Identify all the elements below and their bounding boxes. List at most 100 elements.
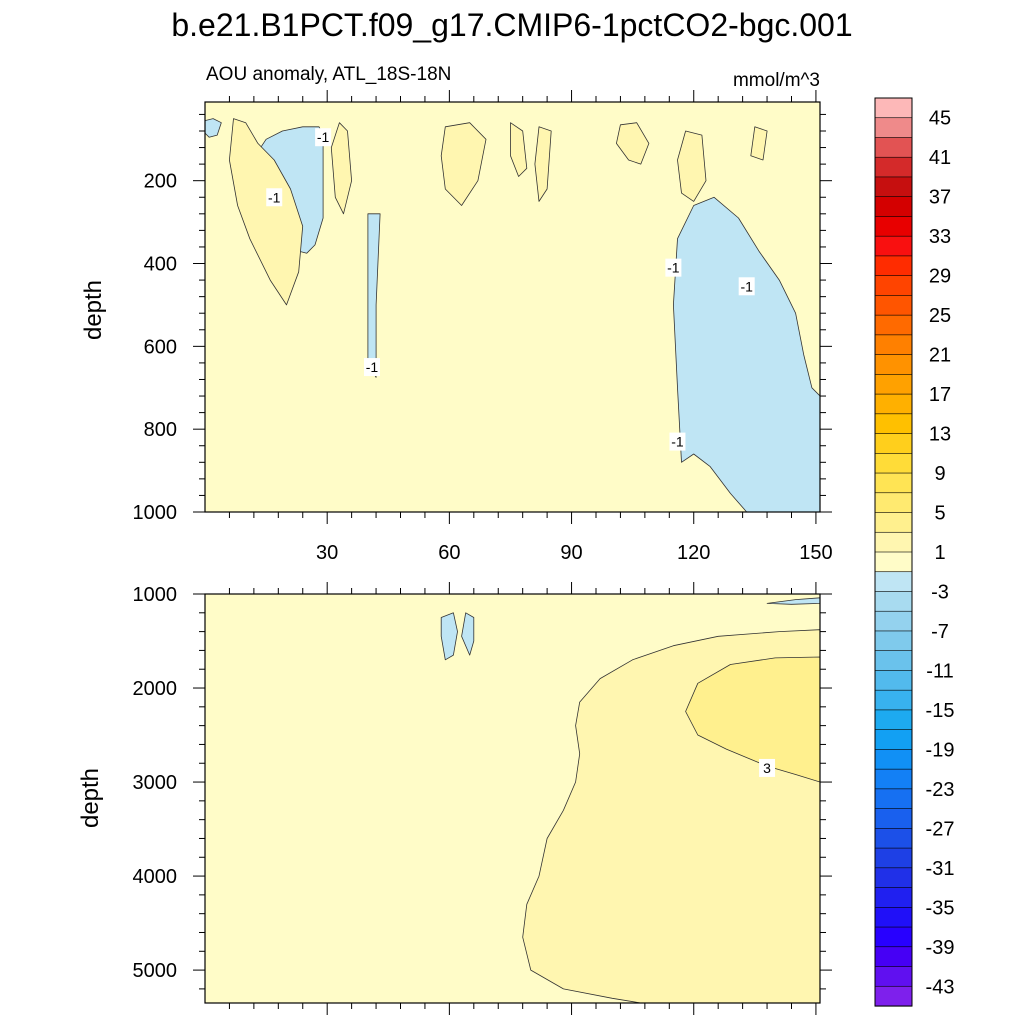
colorbar-swatch (874, 117, 913, 139)
colorbar-swatch (874, 808, 913, 829)
colorbar-label: -39 (926, 937, 955, 959)
colorbar-label: -31 (926, 858, 955, 880)
colorbar-swatch (874, 907, 913, 928)
contour-label-3: -1 (667, 260, 680, 276)
y-tick-label: 200 (144, 171, 177, 193)
y-tick-label: 400 (144, 254, 177, 276)
colorbar-swatch (874, 749, 913, 770)
colorbar-label: -11 (926, 660, 953, 682)
contour-label-bg (665, 258, 682, 277)
lower-panel: depth 3 1000 2000 3000 4000 5000 (77, 582, 832, 1015)
colorbar: 45 41 37 33 29 25 21 17 13 9 5 1 -3 -7 -11 -15 -19 -23 -27… (874, 97, 955, 1007)
y-tick-label: 5000 (133, 960, 178, 982)
colorbar-label: 37 (929, 187, 951, 209)
contour-region-2 (673, 196, 820, 512)
y-tick-label: 3000 (133, 772, 178, 794)
contour-label-4: -1 (740, 278, 753, 294)
colorbar-swatch (874, 334, 913, 356)
colorbar-label: -15 (926, 700, 955, 722)
y-tick-label: 600 (144, 336, 177, 358)
colorbar-label: 17 (929, 384, 951, 406)
upper-ylabel: depth (80, 280, 107, 340)
colorbar-label: -3 (931, 581, 949, 603)
colorbar-label: 29 (929, 266, 951, 288)
colorbar-label: -27 (926, 818, 955, 840)
colorbar-swatch (874, 551, 913, 573)
colorbar-swatch (874, 137, 913, 158)
colorbar-swatch (874, 472, 913, 494)
contour-region-3 (461, 612, 475, 656)
colorbar-swatch (874, 729, 913, 750)
colorbar-swatch (874, 393, 913, 415)
colorbar-swatch (874, 413, 913, 435)
x-tick-label: 60 (438, 542, 460, 564)
colorbar-swatch (874, 196, 913, 218)
panel-frame (204, 101, 821, 513)
contour-label-bg (759, 758, 776, 777)
colorbar-label: -7 (931, 621, 949, 643)
y-tick-label: 800 (144, 419, 177, 441)
x-tick-label: 30 (316, 542, 338, 564)
contour-label-bg (738, 277, 755, 296)
y-tick-label: 1000 (133, 502, 178, 524)
colorbar-swatch (874, 531, 913, 553)
contour-label-5: -1 (671, 434, 684, 450)
colorbar-swatch (874, 275, 913, 296)
colorbar-swatch (874, 453, 913, 474)
contour-region-6 (440, 122, 487, 206)
contour-regions (205, 118, 820, 512)
panel-frame (204, 593, 821, 1004)
contour-region-1 (685, 656, 820, 783)
colorbar-swatch (874, 610, 913, 632)
colorbar-swatch (874, 985, 913, 1007)
colorbar-label: 1 (934, 542, 945, 564)
contour-label-bg (315, 128, 332, 147)
colorbar-label: -23 (926, 779, 955, 801)
colorbar-swatch (874, 788, 913, 810)
colorbar-swatch (874, 630, 913, 652)
x-tick-label: 120 (677, 542, 710, 564)
colorbar-swatch (874, 295, 913, 316)
colorbar-label: -19 (926, 739, 955, 761)
colorbar-label: 41 (929, 147, 951, 169)
contour-region-9 (616, 122, 650, 165)
contour-region-10 (677, 130, 707, 202)
colorbar-swatch (874, 512, 913, 533)
colorbar-label: 9 (934, 463, 945, 485)
y-tick-label: 1000 (133, 584, 178, 606)
y-tick-label: 4000 (133, 866, 178, 888)
colorbar-swatch (874, 768, 913, 790)
colorbar-label: -35 (926, 897, 955, 919)
lower-ylabel: depth (77, 768, 104, 828)
colorbar-swatch (874, 354, 913, 375)
contour-regions (440, 597, 820, 1003)
contour-region-3 (205, 118, 222, 138)
colorbar-swatch (874, 255, 913, 277)
contour-region-11 (750, 126, 768, 161)
figure-title: b.e21.B1PCT.f09_g17.CMIP6-1pctCO2-bgc.00… (171, 7, 852, 43)
colorbar-label: -43 (926, 976, 955, 998)
colorbar-swatch (874, 946, 913, 968)
y-tick-label: 2000 (133, 678, 178, 700)
colorbar-swatch (874, 591, 913, 612)
contour-label-2: -1 (366, 359, 379, 375)
colorbar-swatch (874, 966, 913, 987)
colorbar-swatch (874, 828, 913, 849)
contour-label-bg (669, 432, 686, 451)
x-tick-label: 90 (560, 542, 582, 564)
colorbar-swatch (874, 216, 913, 237)
colorbar-label: 5 (934, 503, 945, 525)
upper-panel: AOU anomaly, ATL_18S-18N mmol/m^3 depth … (80, 64, 833, 564)
contour-label-bg (363, 358, 380, 377)
contour-label-bg (266, 188, 283, 207)
contour-region-2 (440, 612, 458, 661)
colorbar-swatch (874, 374, 913, 395)
colorbar-swatch (874, 867, 913, 889)
contour-region-7 (510, 122, 528, 177)
x-tick-label: 150 (799, 542, 832, 564)
colorbar-swatch (874, 689, 913, 711)
colorbar-swatch (874, 847, 913, 869)
contour-region-5 (330, 122, 353, 215)
contour-label-1: -1 (268, 189, 281, 205)
